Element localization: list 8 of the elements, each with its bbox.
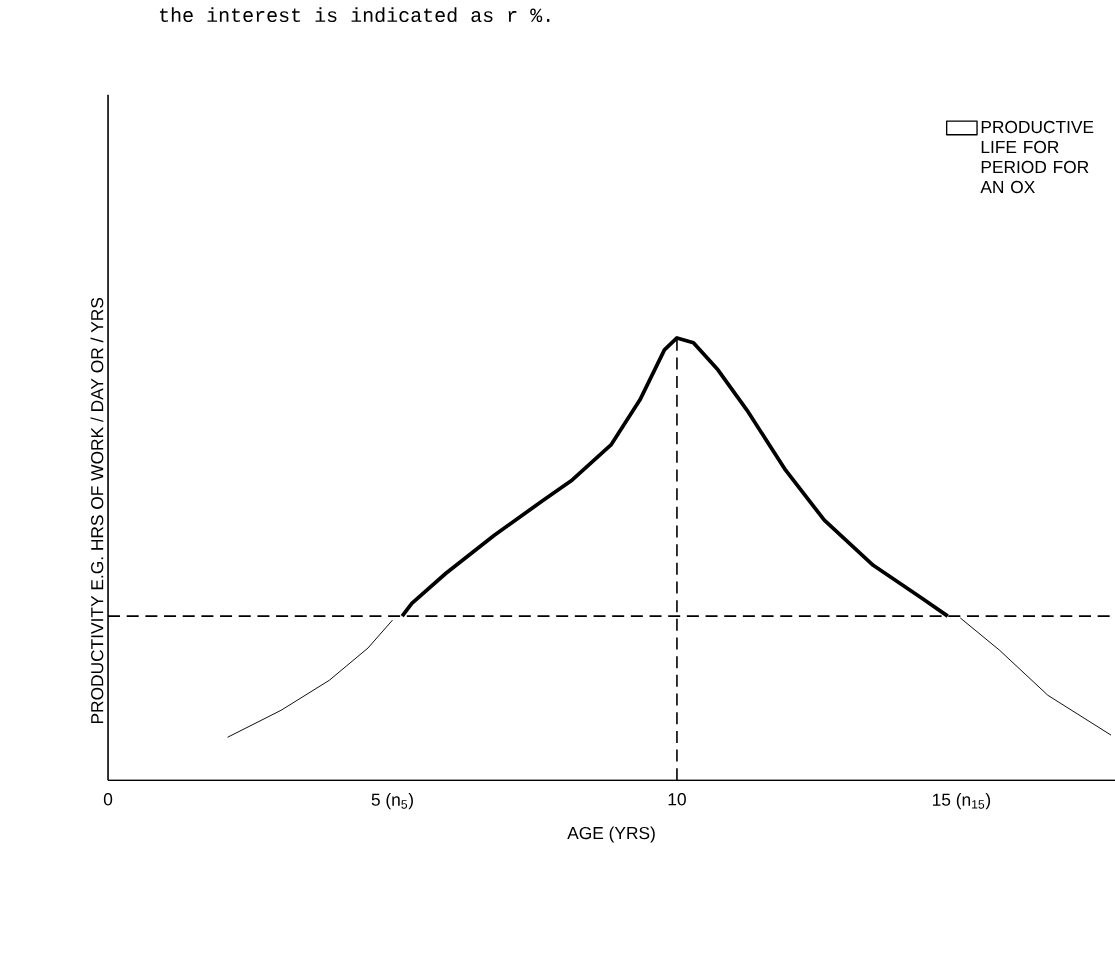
x-tick-label: 5 (n$_{5}$) <box>371 793 413 810</box>
legend-label: PRODUCTIVE LIFE FOR PERIOD FOR AN OX <box>980 121 1094 194</box>
y-axis-title: PRODUCTIVITY E.G. HRS OF WORK / DAY OR / YRS <box>90 298 104 724</box>
x-axis-title: AGE (YRS) <box>567 826 655 843</box>
x-tick-label: 15 (n$_{15}$) <box>932 793 991 810</box>
x-tick-label: 0 <box>103 793 113 806</box>
x-tick-label: 10 <box>668 793 686 806</box>
text: the interest is indicated as r %. <box>159 7 550 23</box>
